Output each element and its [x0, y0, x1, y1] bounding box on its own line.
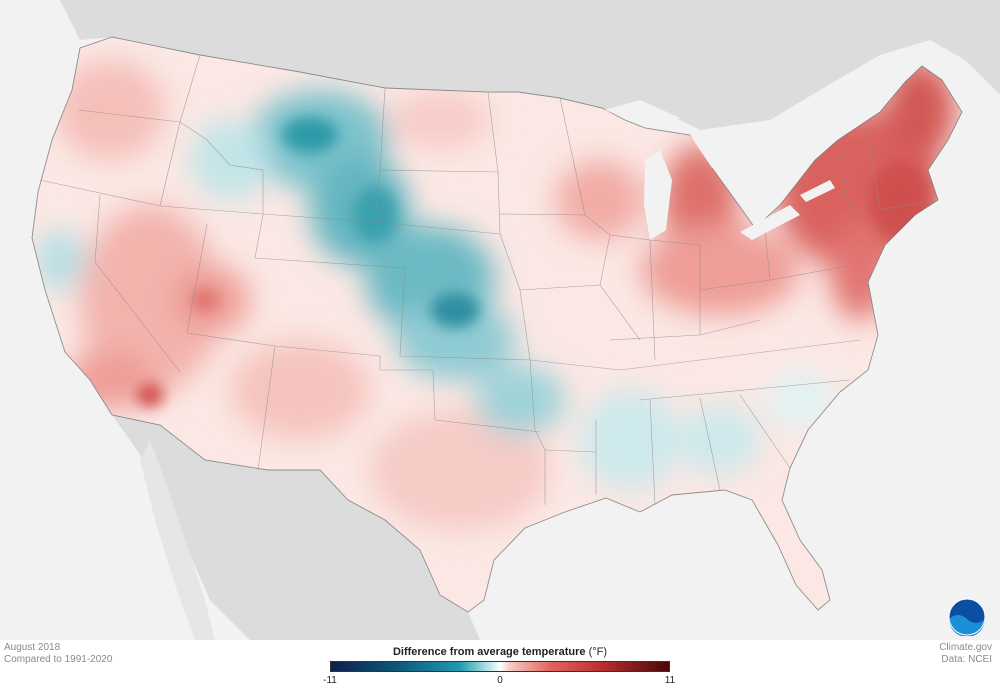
- legend-max-label: 11: [664, 675, 676, 686]
- map-date: August 2018: [4, 642, 61, 653]
- great-lakes: [605, 100, 835, 240]
- mexico-land: [112, 415, 480, 640]
- legend-unit: (°F): [588, 646, 608, 658]
- noaa-logo: [948, 598, 986, 636]
- legend-mid-label: 0: [497, 675, 503, 686]
- credit-data: Data: NCEI: [941, 654, 992, 665]
- canada-land: [60, 0, 1000, 130]
- temperature-anomaly-map: [0, 0, 1000, 640]
- legend-title-text: Difference from average temperature: [392, 646, 586, 658]
- legend-title: Difference from average temperature (°F): [300, 646, 700, 658]
- legend-min-label: -11: [323, 675, 337, 686]
- comparison-period: Compared to 1991-2020: [4, 654, 113, 665]
- baja-peninsula: [140, 440, 215, 640]
- color-scale-bar: [330, 661, 670, 672]
- legend-footer: August 2018 Compared to 1991-2020 Climat…: [0, 640, 1000, 690]
- credit-source: Climate.gov: [939, 642, 992, 653]
